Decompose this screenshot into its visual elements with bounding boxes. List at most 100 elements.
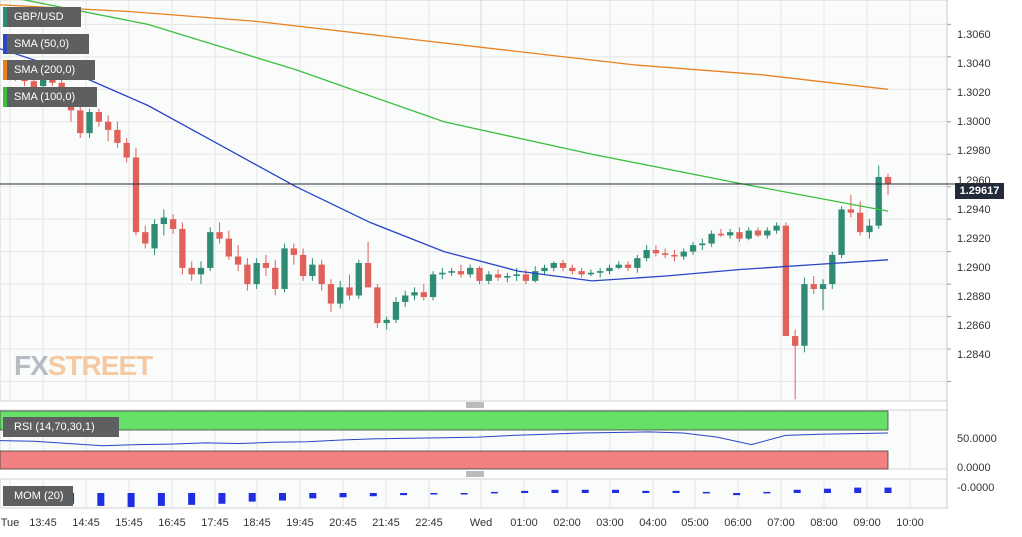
candle-body — [402, 295, 409, 302]
sma200-swatch — [3, 60, 7, 80]
time-tick-label: 18:45 — [243, 517, 271, 529]
momentum-bar — [369, 493, 377, 497]
candle-body — [689, 245, 697, 252]
momentum-bar — [763, 491, 771, 494]
rsi-overbought-zone — [0, 410, 889, 431]
candle-body — [569, 267, 576, 272]
candle-body — [30, 81, 38, 90]
candle-body — [86, 112, 93, 134]
candle-body — [513, 274, 520, 276]
logo-fx: FX — [14, 350, 49, 381]
candle-body — [299, 254, 307, 276]
candle-body — [782, 225, 790, 337]
candle-body — [810, 284, 817, 289]
candle-body — [197, 267, 205, 275]
candle-body — [615, 264, 622, 268]
candle-body — [253, 263, 260, 285]
candle-body — [411, 292, 418, 296]
rsi-label-text: RSI (14,70,30,1) — [14, 421, 95, 433]
momentum-axis-0: -0.0000 — [957, 482, 995, 494]
candle-body — [717, 233, 725, 236]
candle-body — [467, 267, 474, 275]
rsi-axis-0: 0.0000 — [957, 462, 991, 474]
candle-body — [866, 225, 873, 233]
momentum-bar — [400, 493, 408, 496]
candle-body — [801, 284, 808, 346]
momentum-bar — [672, 490, 680, 493]
candle-body — [829, 254, 836, 285]
candle-body — [123, 142, 130, 158]
time-tick-label: 17:45 — [201, 517, 229, 529]
momentum-bar — [218, 493, 226, 504]
rsi-line — [0, 431, 889, 447]
momentum-bar — [490, 491, 498, 494]
candle-body — [262, 263, 270, 268]
candle-body — [494, 274, 502, 278]
rsi-axis-50: 50.0000 — [957, 433, 997, 445]
candle-body — [792, 336, 799, 346]
candle-body — [151, 224, 158, 249]
candle-body — [838, 209, 845, 255]
candle-body — [225, 238, 232, 257]
momentum-label-text: MOM (20) — [14, 490, 64, 502]
momentum-legend[interactable]: MOM (20) — [3, 486, 73, 506]
candle-body — [169, 219, 177, 229]
time-tick-label: 03:00 — [596, 517, 624, 529]
candle-body — [132, 157, 140, 233]
sma200-line — [0, 4, 889, 90]
sma200-legend[interactable]: SMA (200,0) — [3, 60, 95, 80]
sma50-text: SMA (50,0) — [14, 38, 70, 50]
candle-body — [504, 275, 511, 278]
symbol-label[interactable]: GBP/USD — [3, 7, 81, 27]
sma100-text: SMA (100,0) — [14, 91, 76, 103]
candle-body — [643, 250, 650, 259]
time-tick-label: 22:45 — [415, 517, 443, 529]
candle-body — [476, 267, 483, 281]
momentum-bar — [97, 493, 105, 506]
time-tick-label: 13:45 — [29, 517, 57, 529]
momentum-bar — [581, 489, 589, 493]
sma100-legend[interactable]: SMA (100,0) — [3, 87, 97, 107]
momentum-bar — [612, 489, 620, 493]
candle-body — [532, 271, 539, 281]
candle-body — [429, 274, 437, 298]
candle-body — [160, 217, 167, 225]
candle-body — [578, 271, 585, 275]
momentum-bar — [157, 493, 165, 506]
candle-body — [188, 267, 195, 275]
candle-body — [392, 301, 400, 320]
candle-body — [281, 248, 288, 289]
price-tick-label: 1.2940 — [957, 204, 991, 216]
price-tick-label: 1.2860 — [957, 320, 991, 332]
momentum-bar — [793, 489, 801, 493]
candle-body — [708, 233, 715, 244]
price-tick-label: 1.3040 — [957, 58, 991, 70]
momentum-bar — [127, 493, 135, 507]
candle-body — [847, 209, 855, 213]
price-tick-label: 1.2900 — [957, 262, 991, 274]
candle-body — [671, 254, 678, 257]
time-tick-label: 19:45 — [286, 517, 314, 529]
candle-body — [337, 287, 344, 304]
sma50-legend[interactable]: SMA (50,0) — [3, 34, 89, 54]
price-tick-label: 1.2880 — [957, 291, 991, 303]
symbol-text: GBP/USD — [14, 11, 64, 23]
candle-body — [142, 232, 149, 244]
candle-body — [727, 232, 734, 236]
price-tick-label: 1.2920 — [957, 233, 991, 245]
candle-body — [49, 77, 56, 83]
candle-body — [680, 251, 687, 257]
candle-body — [179, 228, 186, 268]
time-tick-label: 01:00 — [510, 517, 538, 529]
candle-body — [439, 272, 446, 275]
candle-body — [457, 271, 465, 275]
time-tick-label: 09:00 — [853, 517, 881, 529]
time-tick-label: 06:00 — [724, 517, 752, 529]
candle-body — [346, 287, 353, 296]
momentum-bar — [823, 488, 831, 493]
momentum-bar — [551, 489, 559, 493]
candle-body — [736, 232, 743, 239]
rsi-legend[interactable]: RSI (14,70,30,1) — [3, 417, 119, 437]
candle-body — [884, 176, 892, 184]
